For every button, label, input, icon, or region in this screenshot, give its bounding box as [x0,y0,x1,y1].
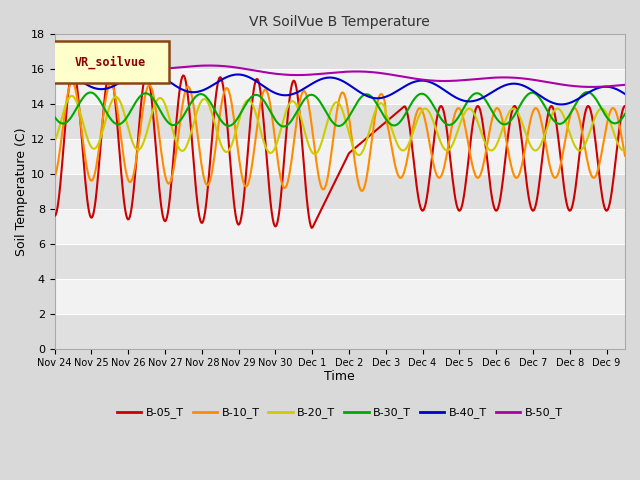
Bar [54,244,625,279]
X-axis label: Time: Time [324,370,355,383]
Bar [54,279,625,314]
Bar [54,139,625,174]
Bar [54,209,625,244]
Bar [54,174,625,209]
Bar [54,104,625,139]
Bar [54,314,625,349]
Legend: B-05_T, B-10_T, B-20_T, B-30_T, B-40_T, B-50_T: B-05_T, B-10_T, B-20_T, B-30_T, B-40_T, … [113,403,567,423]
Title: VR SoilVue B Temperature: VR SoilVue B Temperature [250,15,430,29]
Y-axis label: Soil Temperature (C): Soil Temperature (C) [15,127,28,256]
Bar [54,69,625,104]
FancyBboxPatch shape [52,41,169,83]
Text: VR_soilvue: VR_soilvue [74,55,145,69]
Bar [54,35,625,69]
